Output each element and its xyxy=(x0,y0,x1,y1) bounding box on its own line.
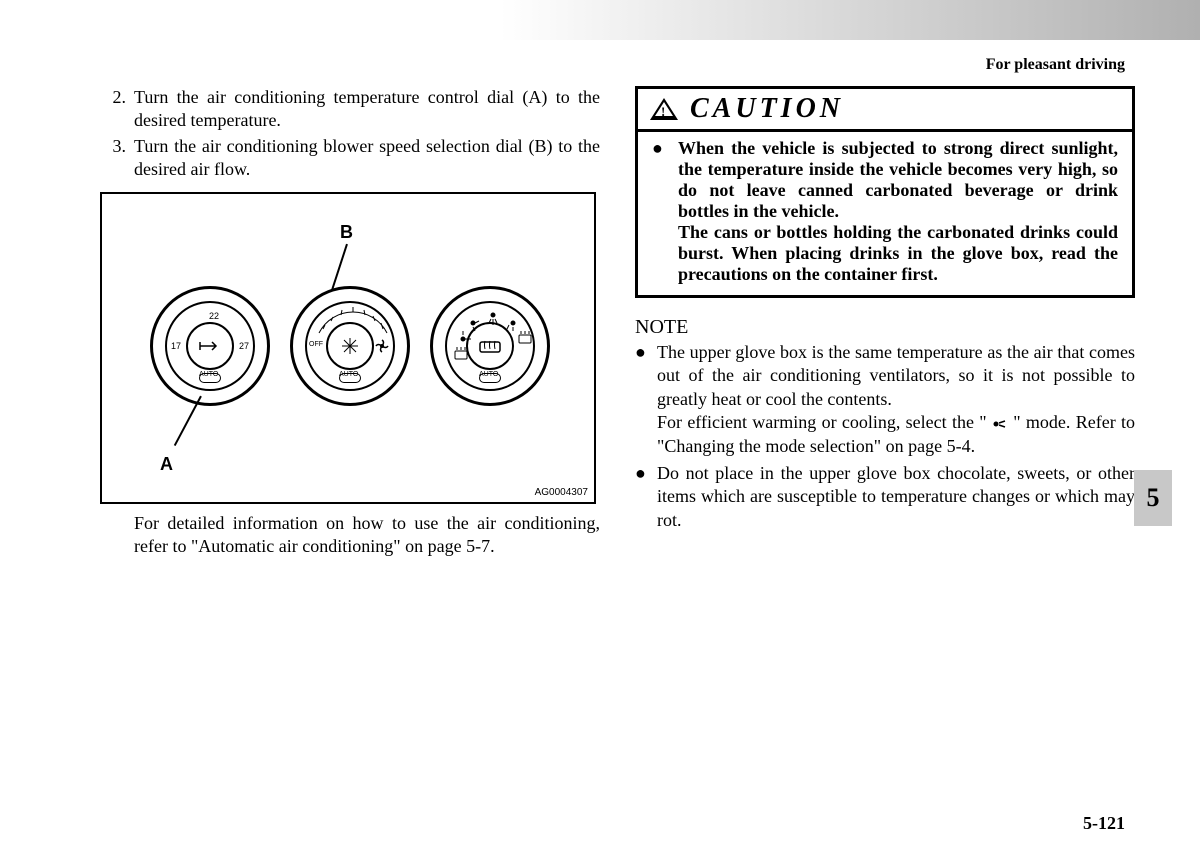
caution-title: CAUTION xyxy=(690,93,844,125)
caution-box: ! CAUTION ● When the vehicle is subjecte… xyxy=(635,86,1135,298)
warning-triangle-icon: ! xyxy=(650,98,678,120)
list-text: Turn the air conditioning temperature co… xyxy=(134,86,600,133)
section-title: For pleasant driving xyxy=(986,56,1125,74)
dial-button xyxy=(339,373,361,383)
page-number: 5-121 xyxy=(1083,813,1125,834)
note-text: For efficient warming or cooling, select… xyxy=(657,412,992,432)
instruction-list: 2. Turn the air conditioning temperature… xyxy=(100,86,600,182)
list-text: Turn the air conditioning blower speed s… xyxy=(134,135,600,182)
defrost-icon xyxy=(479,339,501,353)
dial-button xyxy=(199,373,221,383)
leader-line xyxy=(174,395,202,445)
bullet-icon: ● xyxy=(635,462,657,532)
note-text: The upper glove box is the same temperat… xyxy=(657,342,1135,409)
dial-c: AUTO xyxy=(430,286,550,406)
caution-body: ● When the vehicle is subjected to stron… xyxy=(638,132,1132,295)
recirc-icon xyxy=(198,340,222,352)
label-a: A xyxy=(160,454,173,475)
snowflake-icon xyxy=(341,337,359,355)
dial-button xyxy=(479,373,501,383)
caution-header: ! CAUTION xyxy=(638,89,1132,132)
post-figure-text: For detailed information on how to use t… xyxy=(134,512,600,559)
header-gradient xyxy=(500,0,1200,40)
dial-a: 22 17 27 AUTO xyxy=(150,286,270,406)
note-text: Do not place in the upper glove box choc… xyxy=(657,462,1135,532)
label-b: B xyxy=(340,222,353,243)
dial-center xyxy=(186,322,234,370)
note-heading: NOTE xyxy=(635,316,1135,339)
dial-b: OFF AUTO xyxy=(290,286,410,406)
list-number: 2. xyxy=(100,86,134,133)
caution-text-2: The cans or bottles holding the carbonat… xyxy=(678,222,1118,285)
note-item: ● The upper glove box is the same temper… xyxy=(657,341,1135,458)
leader-line xyxy=(331,243,347,289)
list-item: 3. Turn the air conditioning blower spee… xyxy=(100,135,600,182)
dial-center xyxy=(326,322,374,370)
figure-id: AG0004307 xyxy=(535,487,588,498)
dial-center xyxy=(466,322,514,370)
caution-text-1: When the vehicle is subjected to strong … xyxy=(678,138,1118,221)
list-item: 2. Turn the air conditioning temperature… xyxy=(100,86,600,133)
dial-figure: B 22 17 27 AUTO OFF AUTO xyxy=(100,192,596,504)
note-item: ● Do not place in the upper glove box ch… xyxy=(657,462,1135,532)
dial-a-left: 17 xyxy=(171,341,181,351)
chapter-tab: 5 xyxy=(1134,470,1172,526)
bullet-icon: ● xyxy=(652,138,678,285)
list-number: 3. xyxy=(100,135,134,182)
bullet-icon: ● xyxy=(635,341,657,458)
face-mode-icon xyxy=(992,418,1008,430)
note-body: ● The upper glove box is the same temper… xyxy=(635,341,1135,532)
right-column: ! CAUTION ● When the vehicle is subjecte… xyxy=(635,86,1135,536)
dial-a-right: 27 xyxy=(239,341,249,351)
dial-a-top: 22 xyxy=(209,311,219,321)
left-column: 2. Turn the air conditioning temperature… xyxy=(100,86,600,558)
